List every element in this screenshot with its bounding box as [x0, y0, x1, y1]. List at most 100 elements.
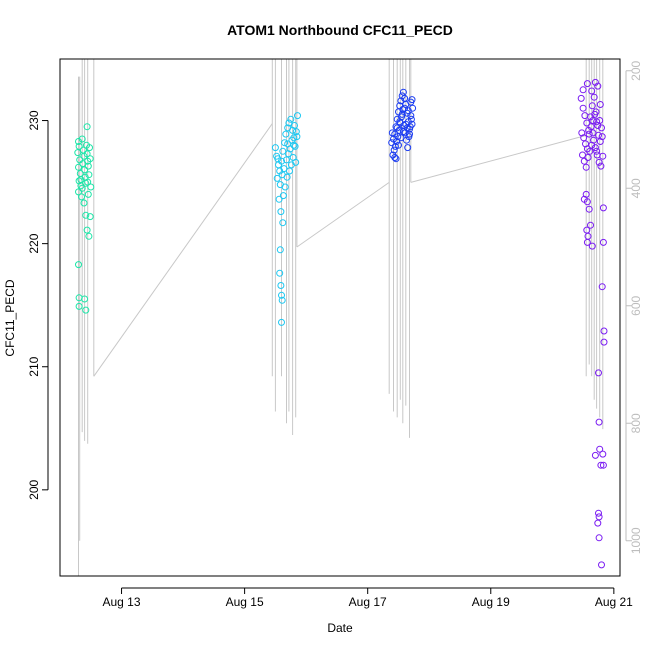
data-point [599, 238, 607, 246]
series-group [577, 78, 608, 569]
data-point [281, 139, 289, 147]
data-point [591, 451, 599, 459]
right-axis: 200 400 600 800 1000 [625, 60, 643, 554]
data-point [391, 154, 399, 161]
plot-frame [59, 58, 621, 577]
data-point [579, 104, 587, 112]
data-point [591, 78, 599, 86]
data-point [86, 213, 94, 221]
data-point [589, 117, 597, 124]
data-point [388, 139, 396, 147]
data-point [581, 112, 589, 120]
data-point [277, 208, 285, 216]
data-point [292, 158, 300, 166]
data-point [597, 461, 605, 469]
secondary-line-segment [296, 181, 390, 248]
data-point [75, 177, 83, 185]
data-point [293, 133, 301, 141]
data-point [276, 246, 284, 254]
data-point [598, 283, 606, 291]
data-point [86, 144, 93, 152]
data-point [594, 519, 602, 527]
data-point [590, 93, 598, 101]
data-point [283, 156, 290, 164]
data-point [393, 138, 401, 145]
data-point [282, 130, 290, 138]
data-point [595, 131, 602, 139]
data-point [83, 226, 91, 234]
data-point [81, 166, 89, 174]
data-point [399, 128, 407, 136]
data-point [589, 129, 597, 137]
data-point [588, 242, 596, 250]
data-point [82, 179, 90, 187]
data-point [587, 123, 595, 131]
data-series [74, 78, 608, 569]
right-tick-label: 200 [629, 60, 643, 80]
y-axis: 200 210 220 230 [27, 110, 49, 500]
right-tick-label: 400 [629, 178, 643, 198]
data-point [392, 155, 400, 163]
data-point [406, 130, 413, 138]
data-point [583, 238, 591, 246]
y-tick-label: 230 [27, 110, 41, 130]
data-point [283, 173, 291, 181]
data-point [274, 155, 282, 163]
data-point [78, 193, 85, 201]
data-point [598, 124, 605, 132]
data-point [287, 115, 295, 123]
data-point [597, 162, 605, 170]
data-point [80, 199, 88, 207]
data-point [390, 146, 398, 154]
data-point [584, 154, 592, 161]
data-point [87, 183, 95, 191]
data-point [291, 122, 298, 129]
data-point [583, 80, 591, 88]
data-point [585, 205, 593, 213]
data-point [594, 82, 602, 90]
y-tick-label: 220 [27, 233, 41, 253]
data-point [276, 269, 284, 277]
data-point [595, 534, 603, 542]
data-point [279, 192, 287, 200]
data-point [395, 141, 402, 149]
data-point [75, 163, 82, 171]
data-point [599, 450, 607, 458]
secondary-line-segment [93, 123, 273, 377]
data-point [393, 124, 401, 132]
data-point [83, 150, 91, 158]
data-point [279, 219, 287, 227]
data-point [404, 144, 412, 152]
data-point [600, 338, 608, 346]
data-point [403, 124, 411, 132]
data-point [81, 295, 89, 303]
data-point [75, 294, 83, 302]
data-point [591, 110, 599, 118]
data-point [595, 158, 603, 166]
data-point [398, 110, 406, 118]
data-point [407, 98, 415, 106]
data-point [281, 183, 289, 191]
data-point [600, 327, 608, 335]
data-point [595, 513, 603, 521]
data-point [579, 151, 586, 159]
data-point [580, 195, 588, 203]
data-point [580, 157, 588, 165]
data-point [78, 135, 86, 143]
data-point [292, 128, 300, 136]
data-point [83, 123, 91, 131]
data-point [391, 142, 399, 150]
data-point [85, 171, 93, 179]
x-axis: Aug 13 Aug 15 Aug 17 Aug 19 Aug 21 [103, 587, 633, 609]
data-point [598, 133, 606, 141]
data-point [583, 145, 591, 153]
data-point [599, 152, 607, 160]
y-tick-label: 210 [27, 356, 41, 376]
x-tick-label: Aug 19 [472, 595, 510, 609]
data-point [279, 147, 287, 155]
data-point [595, 369, 602, 377]
secondary-line-series [78, 59, 604, 576]
data-point [579, 86, 587, 94]
data-point [599, 461, 607, 469]
